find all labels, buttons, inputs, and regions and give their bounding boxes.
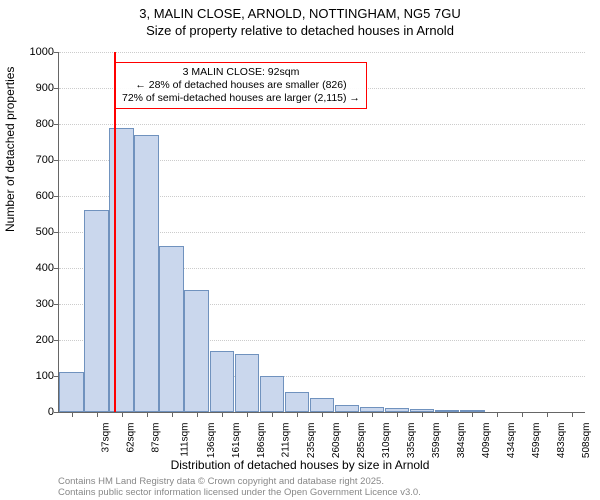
xtick-mark <box>197 412 198 417</box>
histogram-bar <box>310 398 335 412</box>
histogram-bar <box>134 135 159 412</box>
xtick-mark <box>297 412 298 417</box>
xtick-mark <box>472 412 473 417</box>
x-axis-label: Distribution of detached houses by size … <box>0 458 600 472</box>
xtick-mark <box>247 412 248 417</box>
xtick-mark <box>97 412 98 417</box>
ytick-mark <box>54 412 59 413</box>
property-size-chart: 3, MALIN CLOSE, ARNOLD, NOTTINGHAM, NG5 … <box>0 0 600 500</box>
xtick-mark <box>72 412 73 417</box>
xtick-label: 136sqm <box>206 423 217 459</box>
xtick-mark <box>522 412 523 417</box>
ytick-label: 500 <box>14 226 54 238</box>
plot-area: 37sqm62sqm87sqm111sqm136sqm161sqm186sqm2… <box>58 52 585 413</box>
xtick-label: 111sqm <box>179 423 190 457</box>
xtick-mark <box>497 412 498 417</box>
chart-title-line2: Size of property relative to detached ho… <box>0 23 600 42</box>
gridline <box>59 124 585 125</box>
xtick-mark <box>547 412 548 417</box>
histogram-bar <box>260 376 285 412</box>
ytick-label: 200 <box>14 334 54 346</box>
histogram-bar <box>59 372 84 412</box>
ytick-mark <box>54 160 59 161</box>
xtick-label: 335sqm <box>406 423 417 459</box>
histogram-bar <box>285 392 310 412</box>
annotation-line2: ← 28% of detached houses are smaller (82… <box>122 79 360 92</box>
ytick-mark <box>54 124 59 125</box>
xtick-mark <box>172 412 173 417</box>
ytick-mark <box>54 52 59 53</box>
xtick-label: 37sqm <box>100 423 111 453</box>
xtick-mark <box>572 412 573 417</box>
xtick-mark <box>447 412 448 417</box>
ytick-label: 1000 <box>14 46 54 58</box>
annotation-line1: 3 MALIN CLOSE: 92sqm <box>122 66 360 79</box>
histogram-bar <box>335 405 360 412</box>
xtick-mark <box>347 412 348 417</box>
xtick-label: 508sqm <box>582 423 593 459</box>
xtick-mark <box>322 412 323 417</box>
xtick-label: 87sqm <box>150 423 161 453</box>
ytick-mark <box>54 340 59 341</box>
xtick-label: 459sqm <box>531 423 542 459</box>
xtick-label: 62sqm <box>125 423 136 453</box>
annotation-line3: 72% of semi-detached houses are larger (… <box>122 92 360 105</box>
chart-footer: Contains HM Land Registry data © Crown c… <box>58 476 421 499</box>
xtick-label: 211sqm <box>280 423 291 458</box>
ytick-label: 700 <box>14 154 54 166</box>
ytick-label: 800 <box>14 118 54 130</box>
xtick-label: 483sqm <box>556 423 567 459</box>
ytick-mark <box>54 88 59 89</box>
ytick-mark <box>54 232 59 233</box>
xtick-label: 384sqm <box>456 423 467 459</box>
xtick-label: 409sqm <box>481 423 492 459</box>
ytick-label: 300 <box>14 298 54 310</box>
ytick-label: 900 <box>14 82 54 94</box>
xtick-mark <box>397 412 398 417</box>
ytick-label: 100 <box>14 370 54 382</box>
xtick-label: 310sqm <box>381 423 392 459</box>
ytick-label: 0 <box>14 406 54 418</box>
xtick-mark <box>122 412 123 417</box>
chart-title-line1: 3, MALIN CLOSE, ARNOLD, NOTTINGHAM, NG5 … <box>0 0 600 23</box>
histogram-bar <box>109 128 134 412</box>
xtick-label: 161sqm <box>231 423 242 459</box>
ytick-label: 600 <box>14 190 54 202</box>
xtick-label: 285sqm <box>356 423 367 459</box>
xtick-mark <box>422 412 423 417</box>
footer-line1: Contains HM Land Registry data © Crown c… <box>58 476 421 487</box>
footer-line2: Contains public sector information licen… <box>58 487 421 498</box>
ytick-mark <box>54 304 59 305</box>
ytick-mark <box>54 196 59 197</box>
xtick-label: 186sqm <box>256 423 267 459</box>
xtick-mark <box>372 412 373 417</box>
xtick-label: 434sqm <box>506 423 517 459</box>
ytick-mark <box>54 268 59 269</box>
xtick-label: 235sqm <box>306 423 317 459</box>
gridline <box>59 52 585 53</box>
histogram-bar <box>235 354 260 412</box>
xtick-label: 359sqm <box>431 423 442 459</box>
xtick-label: 260sqm <box>331 423 342 459</box>
ytick-mark <box>54 376 59 377</box>
xtick-mark <box>272 412 273 417</box>
histogram-bar <box>184 290 209 412</box>
histogram-bar <box>84 210 109 412</box>
histogram-bar <box>159 246 184 412</box>
xtick-mark <box>222 412 223 417</box>
xtick-mark <box>147 412 148 417</box>
histogram-bar <box>210 351 235 412</box>
ytick-label: 400 <box>14 262 54 274</box>
annotation-box: 3 MALIN CLOSE: 92sqm← 28% of detached ho… <box>115 62 367 109</box>
